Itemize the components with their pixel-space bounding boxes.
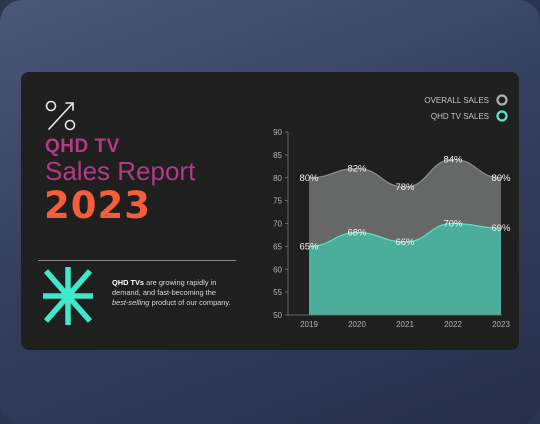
report-card: QHD TV Sales Report 2023 QHD TVs are gro… [21, 72, 519, 350]
product-title: QHD TV [45, 136, 120, 157]
overall-sales-line [308, 158, 502, 188]
legend-marker [496, 110, 508, 122]
x-tick-label: 2020 [348, 320, 366, 329]
description-emphasis: best-selling [112, 298, 150, 308]
chart-data-labels: 80% 82% 78% 84% 80% 65% 68% 66% 70% 69% [299, 154, 511, 252]
legend-label: OVERALL SALES [424, 96, 489, 105]
legend-marker [496, 94, 508, 106]
overall-sales-label: 82% [347, 164, 367, 175]
overall-sales-label: 78% [395, 182, 415, 193]
x-tick-label: 2021 [396, 320, 414, 329]
qhd-sales-label: 65% [299, 241, 319, 252]
percent-icon [45, 100, 76, 131]
qhd-sales-line [308, 222, 502, 247]
y-tick-label: 60 [273, 265, 282, 274]
divider [38, 260, 236, 261]
qhd-sales-label: 66% [395, 237, 415, 248]
y-tick-label: 65 [273, 242, 282, 251]
y-tick-label: 70 [273, 220, 282, 229]
qhd-sales-label: 70% [443, 219, 463, 230]
y-tick-label: 90 [273, 128, 282, 137]
qhd-sales-area [309, 223, 501, 315]
overall-sales-label: 80% [299, 173, 319, 184]
chart-areas [308, 158, 502, 315]
chart-axes: 50 55 60 65 70 75 80 85 90 2019 2020 2021 2022 2023 [273, 128, 510, 329]
qhd-sales-label: 69% [491, 223, 511, 234]
x-tick-label: 2023 [492, 320, 510, 329]
description-part-2: product of our company. [149, 298, 231, 308]
x-tick-label: 2022 [444, 320, 462, 329]
asterisk-star-icon [43, 267, 93, 325]
y-tick-label: 85 [273, 151, 282, 160]
legend-label: QHD TV SALES [431, 112, 489, 121]
description-text: QHD TVs are growing rapidly in demand, a… [112, 278, 234, 309]
description-lead: QHD TVs [112, 278, 145, 287]
x-tick-label: 2019 [300, 320, 318, 329]
y-tick-label: 80 [273, 174, 282, 183]
y-tick-label: 75 [273, 197, 282, 206]
chart-legend: OVERALL SALES QHD TV SALES [424, 94, 508, 122]
report-title: Sales Report [45, 156, 196, 186]
sales-chart: OVERALL SALES QHD TV SALES 50 55 60 65 70 75 80… [273, 94, 511, 329]
description-part-1: are growing rapidly in demand, and fast-… [112, 278, 217, 298]
y-tick-label: 55 [273, 288, 282, 297]
overall-sales-label: 84% [443, 154, 463, 165]
qhd-sales-label: 68% [347, 228, 367, 239]
year-title: 2023 [44, 184, 151, 227]
y-tick-label: 50 [273, 311, 282, 320]
overall-sales-label: 80% [491, 173, 511, 184]
